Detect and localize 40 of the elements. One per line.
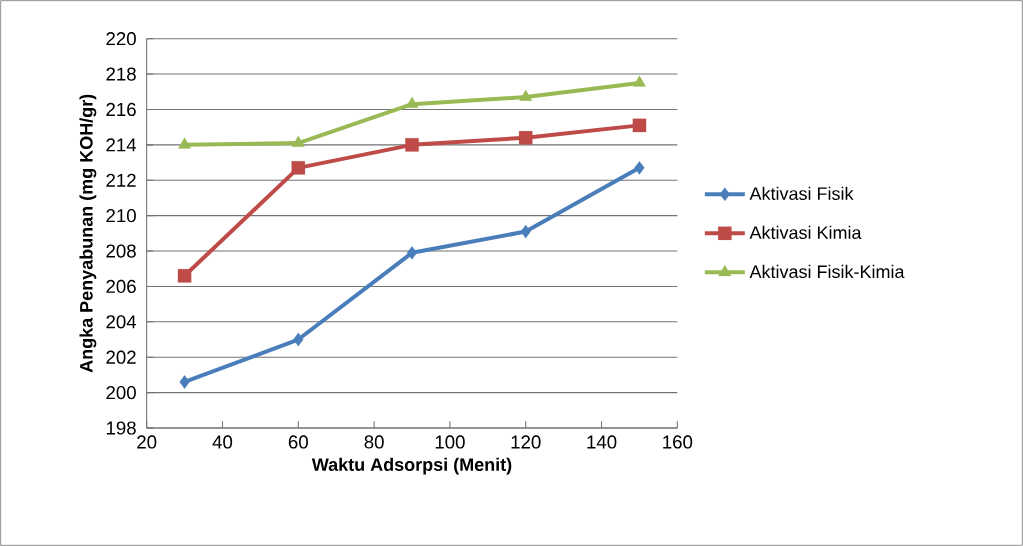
x-tick-label: 160 bbox=[663, 435, 693, 449]
point bbox=[291, 161, 306, 175]
y-tick-label: 206 bbox=[106, 279, 136, 294]
point bbox=[293, 332, 304, 347]
point bbox=[291, 135, 305, 147]
point bbox=[406, 246, 418, 260]
legend-label: Aktivasi Fisik bbox=[749, 186, 854, 200]
y-tick-label: 208 bbox=[106, 244, 136, 258]
y-tick-label: 200 bbox=[106, 385, 136, 400]
y-tick-label: 212 bbox=[106, 173, 136, 187]
x-tick-label: 140 bbox=[587, 435, 617, 449]
point bbox=[633, 75, 646, 87]
y-tick-label: 202 bbox=[106, 350, 136, 364]
x-tick-label: 80 bbox=[364, 435, 384, 449]
y-tick-label: 198 bbox=[106, 421, 136, 435]
point bbox=[405, 138, 419, 152]
point bbox=[632, 118, 647, 133]
point bbox=[519, 89, 533, 101]
x-tick-label: 100 bbox=[435, 435, 465, 449]
point bbox=[177, 269, 192, 283]
point bbox=[178, 137, 191, 149]
legend-label: Aktivasi Kimia bbox=[749, 225, 862, 240]
x-tick-label: 20 bbox=[137, 435, 157, 449]
y-tick-label: 220 bbox=[106, 32, 136, 46]
x-tick-label: 40 bbox=[212, 435, 233, 449]
y-tick-label: 204 bbox=[106, 315, 137, 329]
point bbox=[518, 131, 533, 145]
point bbox=[520, 224, 531, 239]
x-tick-label: 120 bbox=[511, 435, 541, 449]
y-tick-label: 214 bbox=[106, 138, 137, 152]
y-axis-title: Angka Penyabunan (mg KOH/gr) bbox=[79, 94, 97, 373]
point bbox=[179, 375, 190, 389]
point bbox=[405, 96, 419, 108]
x-axis-title: Waktu Adsorpsi (Menit) bbox=[311, 457, 512, 475]
y-tick-label: 218 bbox=[106, 67, 136, 81]
y-tick-label: 210 bbox=[106, 209, 136, 223]
legend-label: Aktivasi Fisik-Kimia bbox=[749, 264, 905, 279]
x-tick-label: 60 bbox=[288, 435, 308, 449]
point bbox=[634, 161, 645, 175]
y-tick-label: 216 bbox=[106, 102, 136, 117]
